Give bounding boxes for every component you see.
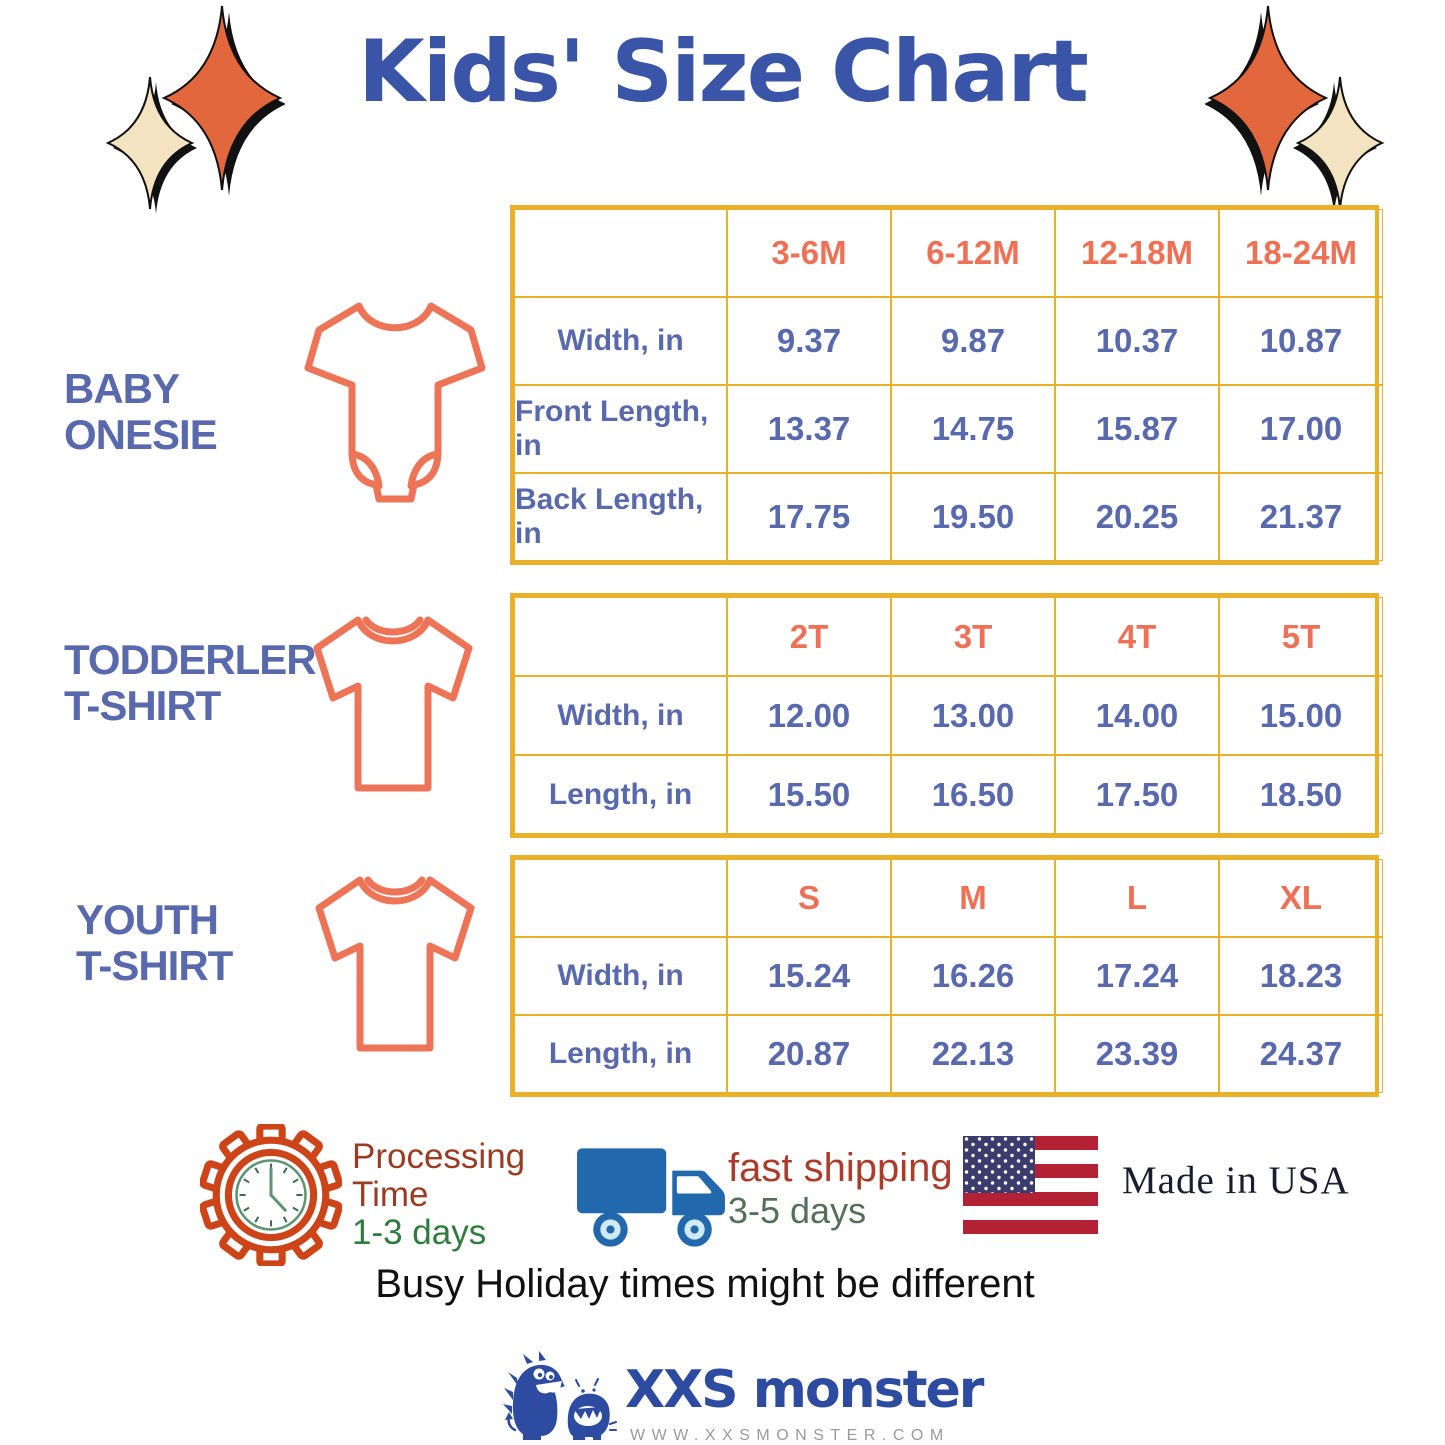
size-value: 10.87 bbox=[1219, 297, 1383, 385]
column-header: L bbox=[1055, 859, 1219, 937]
column-header: 3-6M bbox=[727, 209, 891, 297]
table-corner-cell bbox=[514, 597, 727, 676]
section-label-line: T-SHIRT bbox=[76, 942, 233, 989]
sparkle-stars-icon bbox=[105, 5, 285, 214]
made-in-usa-label: Made in USA bbox=[1122, 1159, 1350, 1202]
processing-line: Processing bbox=[352, 1137, 526, 1176]
tshirt-icon bbox=[315, 876, 475, 1052]
usa-flag-icon bbox=[963, 1136, 1098, 1234]
size-value: 9.87 bbox=[891, 297, 1055, 385]
shipping-days: 3-5 days bbox=[728, 1190, 867, 1231]
size-value: 12.00 bbox=[727, 676, 891, 755]
size-value: 18.23 bbox=[1219, 937, 1383, 1015]
size-value: 19.50 bbox=[891, 473, 1055, 561]
section-label-youth-tshirt: YOUTH T-SHIRT bbox=[76, 896, 233, 989]
truck-icon bbox=[577, 1148, 725, 1247]
section-label-baby-onesie: BABY ONESIE bbox=[64, 365, 218, 458]
youth-tshirt-size-table: S M L XL Width, in 15.24 16.26 17.24 18.… bbox=[510, 855, 1383, 1097]
size-value: 24.37 bbox=[1219, 1015, 1383, 1093]
onesie-icon bbox=[304, 302, 486, 503]
row-label: Length, in bbox=[514, 755, 727, 834]
row-label: Length, in bbox=[514, 1015, 727, 1093]
size-value: 17.24 bbox=[1055, 937, 1219, 1015]
column-header: 2T bbox=[727, 597, 891, 676]
section-label-toddler-tshirt: TODDERLER T-SHIRT bbox=[64, 636, 317, 729]
size-value: 9.37 bbox=[727, 297, 891, 385]
brand-name: XXS monster bbox=[625, 1360, 984, 1420]
size-value: 10.37 bbox=[1055, 297, 1219, 385]
size-value: 21.37 bbox=[1219, 473, 1383, 561]
size-value: 16.26 bbox=[891, 937, 1055, 1015]
sparkle-stars-icon bbox=[1205, 5, 1385, 214]
gear-clock-icon bbox=[200, 1124, 342, 1266]
processing-days: 1-3 days bbox=[352, 1213, 487, 1252]
column-header: 4T bbox=[1055, 597, 1219, 676]
section-label-line: TODDERLER bbox=[64, 636, 317, 683]
processing-line: Time bbox=[352, 1175, 429, 1214]
holiday-note: Busy Holiday times might be different bbox=[375, 1262, 1035, 1306]
column-header: 3T bbox=[891, 597, 1055, 676]
toddler-tshirt-size-table: 2T 3T 4T 5T Width, in 12.00 13.00 14.00 … bbox=[510, 593, 1383, 838]
section-label-line: T-SHIRT bbox=[64, 682, 221, 729]
row-label: Width, in bbox=[514, 676, 727, 755]
size-value: 14.00 bbox=[1055, 676, 1219, 755]
processing-time-text: Processing Time 1-3 days bbox=[352, 1138, 525, 1252]
baby-onesie-size-table: 3-6M 6-12M 12-18M 18-24M Width, in 9.37 … bbox=[510, 205, 1383, 565]
row-label: Width, in bbox=[514, 937, 727, 1015]
size-value: 14.75 bbox=[891, 385, 1055, 473]
tshirt-icon bbox=[313, 616, 473, 792]
size-value: 15.00 bbox=[1219, 676, 1383, 755]
row-label: Width, in bbox=[514, 297, 727, 385]
size-value: 17.50 bbox=[1055, 755, 1219, 834]
shipping-line: fast shipping bbox=[728, 1146, 953, 1190]
size-value: 22.13 bbox=[891, 1015, 1055, 1093]
page-title: Kids' Size Chart bbox=[358, 22, 1089, 122]
table-corner-cell bbox=[514, 859, 727, 937]
column-header: XL bbox=[1219, 859, 1383, 937]
row-label: Back Length, in bbox=[514, 473, 727, 561]
section-label-line: YOUTH bbox=[76, 896, 219, 943]
size-value: 15.50 bbox=[727, 755, 891, 834]
size-value: 16.50 bbox=[891, 755, 1055, 834]
fast-shipping-text: fast shipping 3-5 days bbox=[728, 1146, 953, 1232]
column-header: 5T bbox=[1219, 597, 1383, 676]
size-value: 20.87 bbox=[727, 1015, 891, 1093]
column-header: 18-24M bbox=[1219, 209, 1383, 297]
table-corner-cell bbox=[514, 209, 727, 297]
column-header: M bbox=[891, 859, 1055, 937]
size-value: 15.87 bbox=[1055, 385, 1219, 473]
monster-mascots-icon bbox=[503, 1351, 617, 1440]
size-value: 13.00 bbox=[891, 676, 1055, 755]
column-header: 6-12M bbox=[891, 209, 1055, 297]
size-value: 17.75 bbox=[727, 473, 891, 561]
brand-website: WWW.XXSMONSTER.COM bbox=[630, 1427, 950, 1444]
size-value: 20.25 bbox=[1055, 473, 1219, 561]
section-label-line: ONESIE bbox=[64, 411, 218, 458]
size-value: 18.50 bbox=[1219, 755, 1383, 834]
size-value: 13.37 bbox=[727, 385, 891, 473]
column-header: 12-18M bbox=[1055, 209, 1219, 297]
size-value: 17.00 bbox=[1219, 385, 1383, 473]
section-label-line: BABY bbox=[64, 365, 180, 412]
size-value: 15.24 bbox=[727, 937, 891, 1015]
size-value: 23.39 bbox=[1055, 1015, 1219, 1093]
row-label: Front Length, in bbox=[514, 385, 727, 473]
column-header: S bbox=[727, 859, 891, 937]
